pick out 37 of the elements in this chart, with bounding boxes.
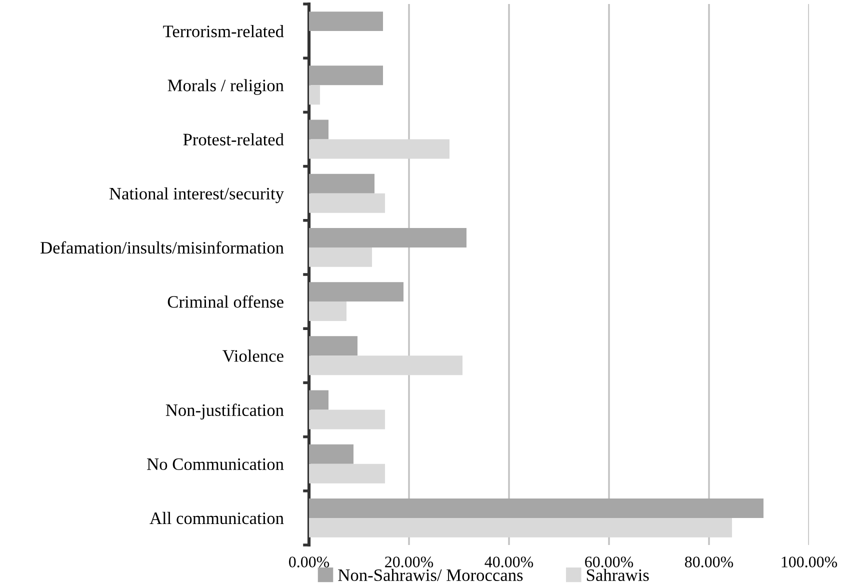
- y-tick-label: Criminal offense: [168, 295, 284, 308]
- x-tick-label: 80.00%: [684, 556, 734, 568]
- bar: [309, 66, 383, 86]
- bar: [309, 193, 385, 213]
- bar: [309, 302, 346, 322]
- y-tick-label: Defamation/insults/misinformation: [40, 241, 284, 254]
- bar: [309, 174, 374, 194]
- bar: [309, 390, 328, 410]
- legend-label: Sahrawis: [586, 568, 649, 582]
- bar: [309, 498, 764, 518]
- bar: [309, 282, 404, 302]
- y-tick-label: No Communication: [147, 458, 284, 470]
- legend-label: Non-Sahrawis/ Moroccans: [338, 568, 523, 582]
- bar: [309, 356, 462, 376]
- y-tick-label: Protest-related: [183, 133, 284, 146]
- y-tick-label: All communication: [150, 512, 284, 524]
- y-tick-label: Morals / religion: [168, 79, 284, 95]
- x-tick-label: 40.00%: [484, 556, 534, 568]
- bar: [309, 120, 328, 140]
- y-tick-label: Violence: [222, 350, 284, 362]
- bar: [309, 247, 372, 267]
- bar: [309, 464, 385, 484]
- x-tick-label: 100.00%: [782, 556, 838, 568]
- bar: [309, 228, 466, 248]
- bar: [309, 518, 732, 538]
- x-tick-label: 60.00%: [585, 556, 634, 568]
- bar: [309, 336, 358, 356]
- y-tick-label: Non-justification: [166, 404, 284, 420]
- x-tick-label: 0.00%: [288, 556, 330, 568]
- y-tick-label: Terrorism-related: [163, 25, 284, 38]
- y-tick-label: National interest/security: [109, 187, 284, 204]
- bar: [309, 12, 383, 32]
- bar: [309, 444, 354, 464]
- bar: [309, 410, 385, 430]
- bar: [309, 85, 320, 105]
- x-tick-label: 20.00%: [385, 556, 434, 568]
- bar: [309, 139, 450, 159]
